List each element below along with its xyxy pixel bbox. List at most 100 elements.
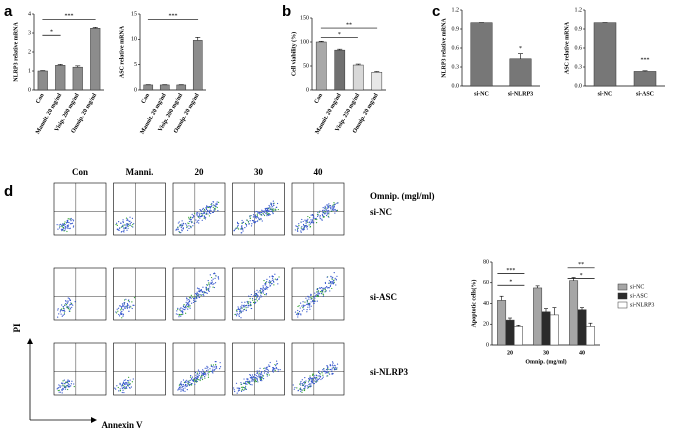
- dot: [194, 383, 196, 385]
- dot: [322, 215, 325, 217]
- dot: [316, 288, 319, 290]
- dot: [187, 308, 189, 310]
- dot: [266, 215, 268, 217]
- dot: [214, 282, 217, 284]
- dot: [240, 317, 242, 319]
- dot: [61, 389, 63, 392]
- plot-frame: [172, 342, 226, 396]
- dot: [187, 222, 189, 224]
- dot: [300, 380, 302, 383]
- x-tick-label: si-NC: [474, 91, 489, 97]
- dot: [199, 214, 201, 216]
- dot: [132, 223, 134, 226]
- dot: [306, 303, 308, 305]
- dot: [262, 290, 265, 292]
- dot: [297, 309, 299, 312]
- dot: [272, 206, 274, 208]
- y-axis-label: PI: [12, 323, 22, 332]
- dot: [324, 372, 326, 374]
- dot: [195, 293, 198, 296]
- dot: [299, 382, 302, 384]
- dot: [249, 295, 251, 298]
- dot: [124, 382, 126, 384]
- dot: [321, 219, 323, 221]
- dot: [272, 368, 274, 370]
- x-tick-label: Con: [141, 92, 152, 105]
- dot: [331, 287, 333, 290]
- dot: [307, 296, 309, 298]
- dot: [241, 226, 243, 228]
- dot: [313, 300, 315, 303]
- dot: [251, 219, 254, 222]
- dot: [74, 301, 76, 303]
- dot: [207, 213, 209, 215]
- panel-label: b: [282, 3, 291, 20]
- dot: [121, 306, 123, 308]
- dot: [321, 377, 323, 380]
- dot: [201, 375, 203, 377]
- significance-label: ***: [641, 58, 650, 64]
- dot: [268, 280, 271, 282]
- dot: [249, 215, 251, 217]
- dot: [300, 390, 302, 393]
- dot: [190, 302, 193, 304]
- bar: [192, 40, 203, 91]
- dot: [266, 366, 268, 368]
- dot: [241, 304, 243, 306]
- dot: [122, 221, 124, 224]
- dot: [215, 205, 217, 208]
- x-tick-label: 30: [543, 350, 549, 356]
- dot: [117, 310, 119, 312]
- dot: [60, 382, 63, 384]
- dot: [270, 202, 272, 204]
- dot: [329, 290, 331, 292]
- dot: [247, 302, 249, 304]
- dot: [331, 205, 333, 207]
- dot: [330, 207, 332, 210]
- dot: [260, 378, 263, 381]
- dot: [257, 291, 259, 293]
- dot: [212, 201, 215, 203]
- dot: [184, 387, 186, 389]
- dot: [259, 367, 261, 369]
- dot: [318, 293, 321, 295]
- dot: [122, 220, 124, 223]
- dot: [264, 367, 266, 369]
- dot: [202, 369, 204, 371]
- dot: [326, 213, 328, 215]
- y-tick-label: 0.3: [452, 64, 460, 70]
- dot: [213, 210, 215, 212]
- dot: [199, 209, 202, 211]
- dot: [182, 305, 185, 307]
- dot: [66, 384, 69, 387]
- dot: [189, 307, 191, 309]
- dot: [62, 384, 64, 386]
- dot: [209, 286, 211, 288]
- dot: [191, 379, 193, 381]
- dot: [210, 281, 212, 284]
- dot: [332, 362, 334, 364]
- dot: [305, 384, 307, 387]
- dot: [269, 285, 271, 287]
- dot: [217, 277, 219, 279]
- dot: [131, 301, 133, 303]
- dot: [182, 390, 184, 392]
- dot: [124, 379, 127, 381]
- dot: [332, 204, 334, 206]
- dot: [181, 385, 184, 388]
- dot: [63, 223, 65, 226]
- dot: [202, 293, 205, 295]
- dot: [187, 302, 189, 305]
- dot: [318, 378, 320, 381]
- dot: [270, 210, 273, 212]
- dot: [212, 286, 214, 288]
- dot: [320, 371, 323, 373]
- dot: [253, 220, 255, 222]
- dot: [128, 220, 130, 223]
- dot: [332, 373, 334, 375]
- dot: [303, 388, 306, 390]
- dot: [310, 379, 312, 381]
- dot: [264, 293, 266, 296]
- dot: [315, 377, 317, 380]
- dot: [329, 206, 331, 208]
